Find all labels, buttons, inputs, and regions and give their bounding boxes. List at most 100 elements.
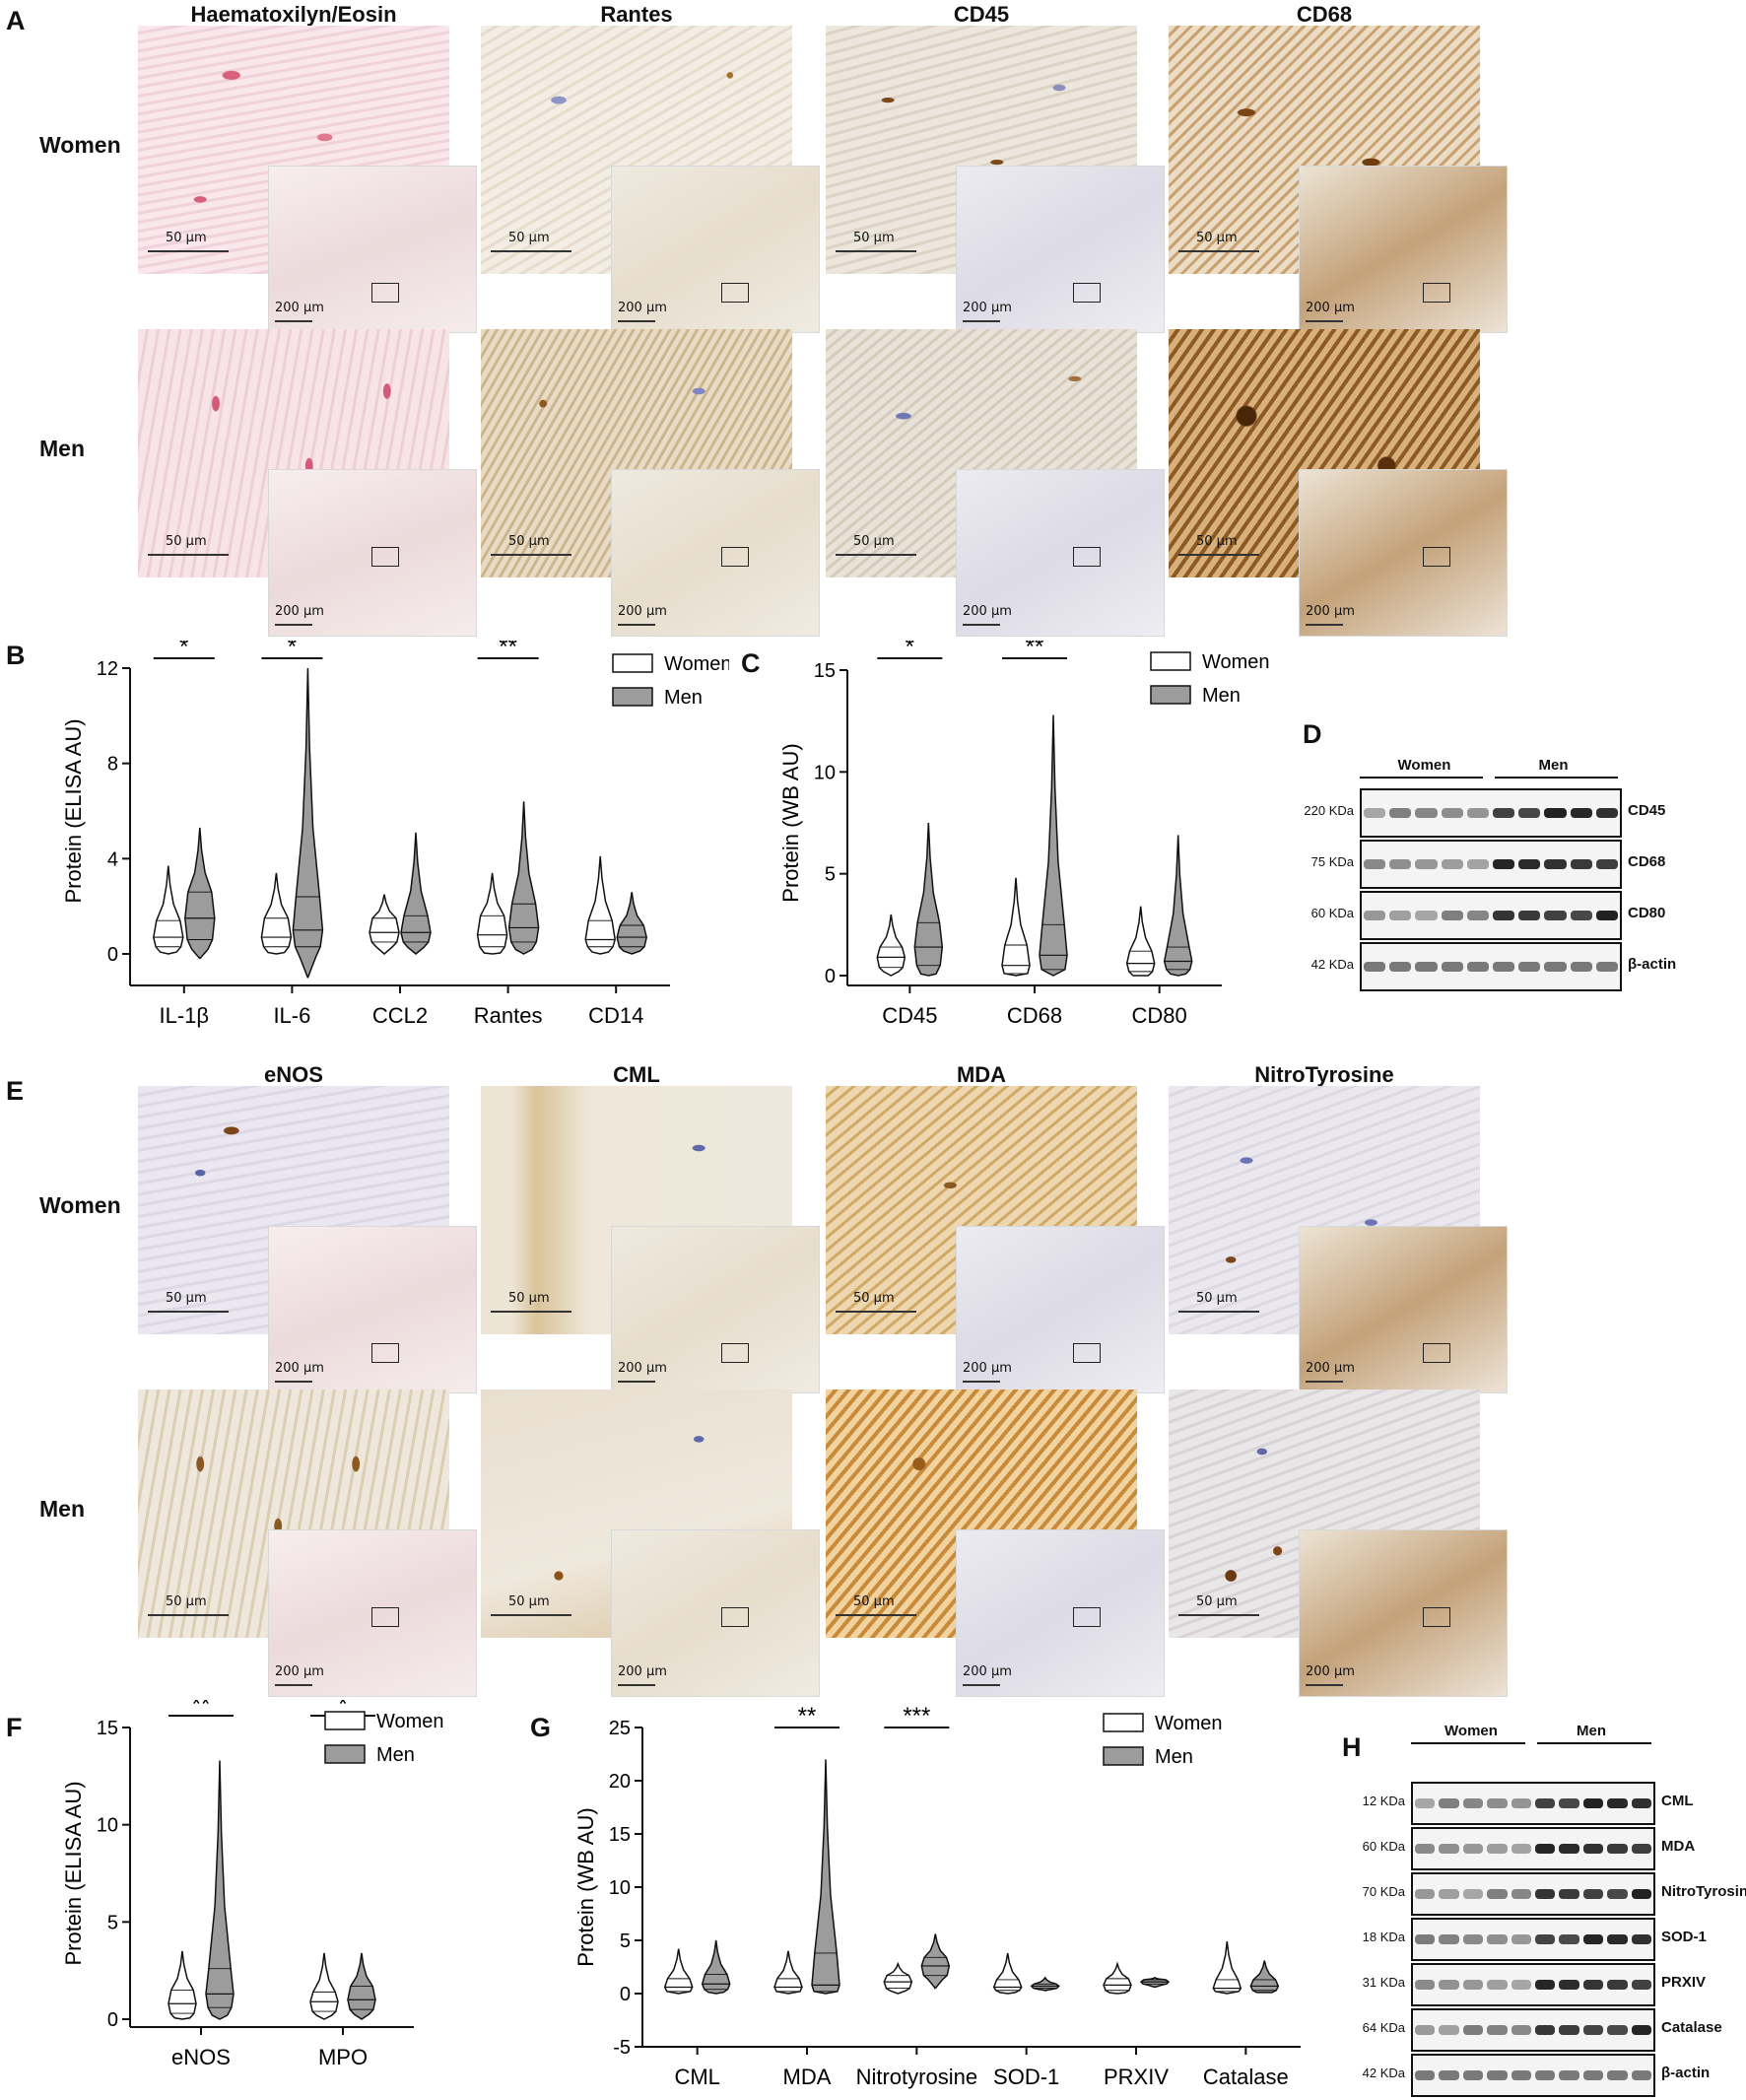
inset-roi-box: [1423, 283, 1450, 303]
blot-d-protein-label: β-actin: [1628, 956, 1677, 973]
protein-band: [1518, 962, 1541, 972]
protein-band: [1631, 2070, 1651, 2080]
y-tick-label: 4: [107, 848, 118, 870]
blot-h-blot-strip: [1411, 2054, 1655, 2097]
inset-roi-box: [371, 547, 399, 567]
violin-men: [811, 1759, 840, 1995]
blot-h-blot-strip: [1411, 2008, 1655, 2052]
y-tick-label: 25: [609, 1718, 631, 1739]
blot-d-mw-label: 60 KDa: [1310, 906, 1354, 920]
y-axis-title: Protein (WB AU): [778, 743, 803, 902]
violin-men: [1163, 835, 1193, 977]
inset-scale-bar-label: 200 µm: [275, 1361, 324, 1376]
protein-band: [1607, 1889, 1628, 1899]
y-tick-label: 15: [814, 660, 836, 682]
protein-band: [1466, 859, 1489, 869]
legend-label-women: Women: [664, 653, 729, 675]
y-tick-label: 15: [97, 1718, 118, 1739]
legend-swatch-women: [1103, 1713, 1144, 1732]
protein-band: [1415, 962, 1438, 972]
protein-band: [1595, 911, 1618, 920]
legend-swatch-women: [612, 653, 653, 673]
inset-roi-box: [1423, 1343, 1450, 1363]
protein-band: [1364, 859, 1386, 869]
protein-band: [1511, 1889, 1531, 1899]
protein-band: [1544, 808, 1567, 818]
blot-h-protein-label: NitroTyrosine: [1661, 1883, 1746, 1900]
protein-band: [1415, 1934, 1436, 1944]
protein-band: [1559, 1844, 1579, 1854]
protein-band: [1439, 1934, 1459, 1944]
protein-band: [1487, 1980, 1508, 1990]
protein-band: [1582, 2025, 1604, 2035]
protein-band: [1559, 1934, 1579, 1944]
protein-band: [1511, 1980, 1531, 1990]
protein-band: [1415, 2025, 1436, 2035]
inset-scale-bar-label: 200 µm: [1306, 604, 1355, 619]
protein-band: [1462, 1844, 1484, 1854]
scale-bar: [1178, 1311, 1259, 1313]
histology-a-row-label-women: Women: [39, 132, 121, 158]
protein-band: [1607, 1980, 1628, 1990]
scale-bar: [1178, 1614, 1259, 1616]
significance-marker: **: [1026, 641, 1044, 660]
y-tick-label: 20: [609, 1771, 631, 1793]
panel-label-b: B: [6, 641, 26, 670]
significance-marker: **: [798, 1703, 817, 1729]
protein-band: [1511, 2070, 1531, 2080]
blot-d-blot-strip: [1360, 942, 1622, 991]
blot-d-protein-label: CD68: [1628, 853, 1666, 870]
blot-d-mw-label: 75 KDa: [1310, 854, 1354, 869]
histology-e-column-title: NitroTyrosine: [1254, 1062, 1394, 1087]
protein-band: [1511, 1844, 1531, 1854]
histology-e-column-title: CML: [613, 1062, 660, 1087]
protein-band: [1535, 1889, 1556, 1899]
histology-a-inset-micrograph: 200 µm: [268, 469, 477, 637]
inset-scale-bar: [275, 1684, 312, 1686]
inset-scale-bar: [618, 1684, 655, 1686]
histology-a-column-title: Haematoxilyn/Eosin: [190, 2, 397, 27]
protein-band: [1415, 2070, 1436, 2080]
legend-swatch-women: [1150, 651, 1191, 671]
violin-women: [153, 865, 184, 955]
protein-band: [1462, 1934, 1484, 1944]
y-tick-label: 0: [107, 944, 118, 966]
y-axis-title: Protein (ELISA AU): [61, 718, 86, 903]
protein-band: [1487, 2025, 1508, 2035]
protein-band: [1487, 2070, 1508, 2080]
protein-band: [1535, 1798, 1556, 1808]
violin-women: [369, 894, 400, 955]
scale-bar: [836, 250, 916, 252]
protein-band: [1607, 1798, 1628, 1808]
protein-band: [1441, 859, 1463, 869]
protein-band: [1518, 859, 1541, 869]
inset-scale-bar: [963, 1684, 1000, 1686]
scale-bar: [491, 554, 571, 556]
protein-band: [1466, 911, 1489, 920]
protein-band: [1559, 2025, 1579, 2035]
protein-band: [1518, 808, 1541, 818]
x-tick-label: Catalase: [1203, 2065, 1289, 2089]
inset-roi-box: [1073, 1343, 1101, 1363]
blot-h-protein-label: Catalase: [1661, 2019, 1722, 2036]
panel-label-a: A: [6, 6, 26, 35]
inset-scale-bar-label: 200 µm: [963, 1664, 1012, 1679]
protein-band: [1595, 808, 1618, 818]
blot-h-blot-strip: [1411, 1827, 1655, 1870]
protein-band: [1535, 1980, 1556, 1990]
protein-band: [1487, 1798, 1508, 1808]
blot-d-group-label-women: Women: [1397, 757, 1451, 774]
inset-roi-box: [371, 1343, 399, 1363]
protein-band: [1631, 2025, 1651, 2035]
y-tick-label: 10: [609, 1877, 631, 1899]
y-axis-title: Protein (ELISA AU): [61, 1781, 86, 1965]
inset-scale-bar-label: 200 µm: [618, 301, 667, 315]
blot-d-blot-strip: [1360, 840, 1622, 889]
protein-band: [1439, 1798, 1459, 1808]
histology-e-inset-micrograph: 200 µm: [1299, 1226, 1508, 1393]
legend-label-women: Women: [1155, 1713, 1223, 1734]
violin-women: [1125, 906, 1156, 977]
histology-e-inset-micrograph: 200 µm: [268, 1529, 477, 1697]
histology-e-column-title: MDA: [956, 1062, 1007, 1087]
blot-h-protein-label: MDA: [1661, 1838, 1696, 1855]
